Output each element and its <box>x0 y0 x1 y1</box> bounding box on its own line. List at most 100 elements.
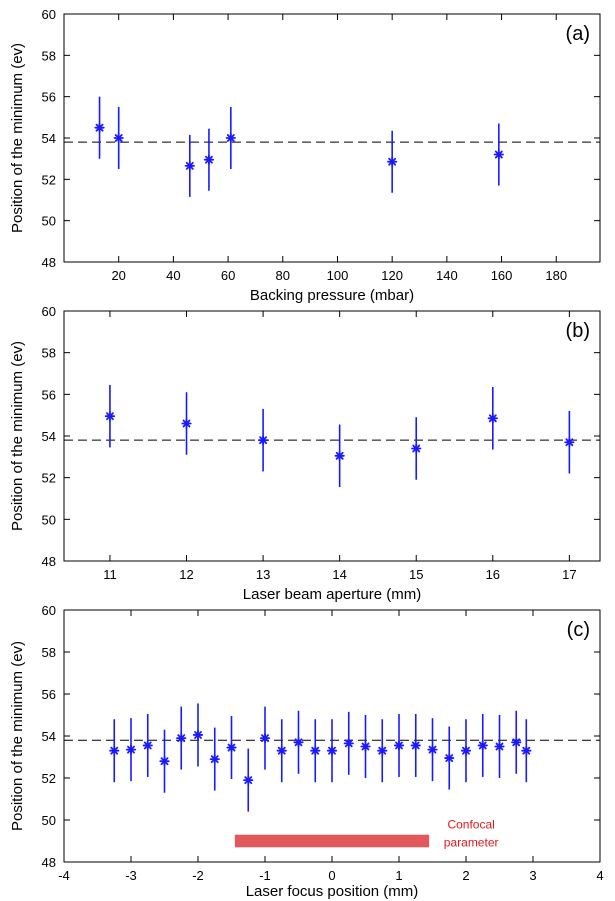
y-tick-label: 54 <box>42 429 56 444</box>
data-point <box>94 122 105 133</box>
marker-stroke <box>428 745 437 754</box>
data-point <box>209 754 220 765</box>
marker-stroke <box>160 757 169 766</box>
x-tick-label: 17 <box>562 567 576 582</box>
data-point <box>493 149 504 160</box>
y-tick-label: 58 <box>42 645 56 660</box>
x-axis-label: Laser beam aperture (mm) <box>243 586 421 603</box>
data-point <box>326 745 338 756</box>
y-tick-label: 60 <box>42 603 56 618</box>
x-tick-label: 80 <box>276 268 290 283</box>
confocal-label-line1: Confocal <box>447 818 494 832</box>
marker-stroke <box>495 742 504 751</box>
data-point <box>259 733 271 744</box>
x-tick-label: 13 <box>256 567 270 582</box>
y-axis-label: Position of the minimum (ev) <box>9 43 26 233</box>
marker-stroke <box>478 741 487 750</box>
marker-stroke <box>512 738 521 747</box>
data-point <box>564 437 575 448</box>
marker-stroke <box>259 436 268 445</box>
data-point <box>181 418 192 429</box>
data-point <box>411 443 422 454</box>
marker-stroke <box>277 746 286 755</box>
x-tick-label: -3 <box>125 868 137 883</box>
marker-stroke <box>110 746 119 755</box>
y-tick-label: 50 <box>42 214 56 229</box>
panel-label: (a) <box>566 23 590 45</box>
x-tick-label: 15 <box>409 567 423 582</box>
marker-stroke <box>388 157 397 166</box>
data-point <box>192 729 204 741</box>
data-point <box>477 740 488 751</box>
marker-stroke <box>462 746 470 755</box>
x-tick-label: 160 <box>491 268 513 283</box>
panel-3: 48 50 52 54 56 58 60 -4 -3 -2 -1 0 1 2 3 4 Confocal param… <box>9 603 604 900</box>
marker-stroke <box>261 734 269 743</box>
x-tick-label: 140 <box>436 268 458 283</box>
marker-stroke <box>227 743 236 752</box>
marker-stroke <box>177 734 186 743</box>
data-point <box>410 740 421 751</box>
y-axis-label: Position of the minimum (ev) <box>9 341 26 531</box>
data-point <box>293 737 304 748</box>
x-tick-label: -4 <box>58 868 70 883</box>
marker-stroke <box>445 754 454 762</box>
marker-stroke <box>210 755 219 764</box>
data-point <box>360 741 371 752</box>
x-axis-label: Backing pressure (mbar) <box>250 287 414 304</box>
y-tick-label: 48 <box>42 255 56 270</box>
panel-label: (c) <box>567 619 590 641</box>
marker-stroke <box>311 746 320 755</box>
y-axis-label: Position of the minimum (ev) <box>9 641 26 831</box>
data-point <box>176 733 187 744</box>
x-tick-label: 11 <box>103 567 117 582</box>
x-tick-label: 40 <box>166 268 180 283</box>
data-point <box>276 745 287 756</box>
plot-frame <box>63 13 601 263</box>
data-point <box>494 741 505 752</box>
x-tick-label: 14 <box>332 567 346 582</box>
x-tick-label: -2 <box>192 868 204 883</box>
confocal-bar <box>234 834 430 848</box>
marker-stroke <box>411 741 420 750</box>
confocal-label-line2: parameter <box>444 836 499 850</box>
data-point <box>184 160 195 172</box>
data-point <box>225 132 236 144</box>
marker-stroke <box>494 150 503 159</box>
marker-stroke <box>205 155 213 164</box>
data-point <box>226 742 237 753</box>
x-tick-label: 20 <box>111 268 125 283</box>
marker-stroke <box>106 412 114 421</box>
y-tick-label: 52 <box>42 471 56 486</box>
marker-stroke <box>395 741 403 750</box>
marker-stroke <box>488 414 497 423</box>
x-tick-label: 2 <box>462 868 469 883</box>
data-point <box>521 745 532 756</box>
marker-stroke <box>226 134 235 142</box>
y-tick-label: 54 <box>42 131 56 146</box>
marker-stroke <box>565 438 574 447</box>
x-tick-label: 16 <box>486 567 500 582</box>
data-point <box>203 154 215 165</box>
y-tick-label: 60 <box>42 304 56 319</box>
x-tick-label: 12 <box>179 567 193 582</box>
marker-stroke <box>344 739 353 748</box>
panel-1: 48 50 52 54 56 58 60 20 40 60 80 100 120 140 160 180 (a)… <box>9 7 601 304</box>
data-point <box>113 132 124 144</box>
data-point <box>511 737 522 748</box>
data-point <box>487 413 498 424</box>
y-tick-label: 52 <box>42 771 56 786</box>
plot-frame <box>63 310 601 562</box>
x-tick-label: -1 <box>259 868 271 883</box>
data-point <box>125 744 137 755</box>
data-point <box>377 745 388 756</box>
x-tick-label: 180 <box>545 268 567 283</box>
data-point <box>109 745 120 756</box>
marker-stroke <box>335 451 344 460</box>
x-tick-label: 60 <box>221 268 235 283</box>
panel-2: 48 50 52 54 56 58 60 11 12 13 14 15 16 17 (b) Laser bea… <box>9 304 601 603</box>
data-point <box>427 744 438 755</box>
y-tick-label: 48 <box>42 855 56 870</box>
data-point <box>159 756 170 767</box>
marker-stroke <box>294 738 303 747</box>
